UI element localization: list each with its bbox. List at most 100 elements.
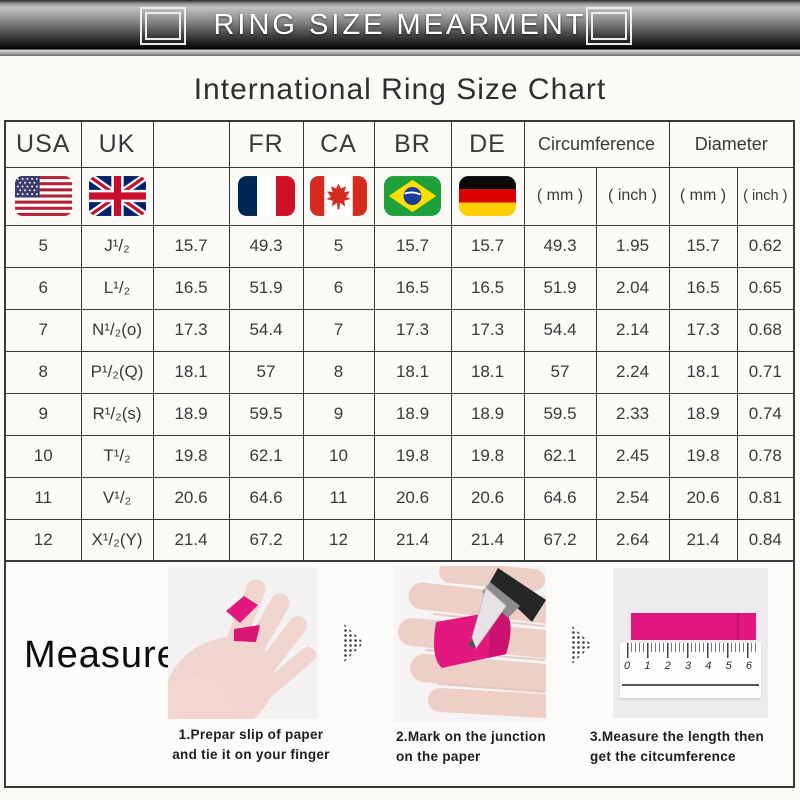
right-arrow-icon [570, 624, 592, 666]
size-cell: 57 [228, 350, 304, 394]
step3-ruler-photo: 0 1 2 3 4 5 6 [613, 568, 768, 718]
size-cell: 1.95 [595, 224, 670, 268]
blank-flag-cell [152, 166, 230, 226]
size-cell: 20.6 [450, 476, 525, 520]
uk-flag-icon [88, 176, 146, 216]
size-cell: J¹/₂ [80, 224, 154, 268]
size-cell: 18.1 [373, 350, 452, 394]
banner: RING SIZE MEARMENT [0, 0, 800, 56]
col-header-blank [152, 120, 230, 168]
col-header-diameter: Diameter [668, 120, 795, 168]
step1-caption: 1.Prepar slip of paper and tie it on you… [146, 725, 356, 766]
size-cell: 54.4 [228, 308, 304, 352]
right-arrow-icon [342, 622, 364, 664]
diameter-mm-header: ( mm ) [668, 166, 738, 226]
table-row: 9 R¹/₂(s) 18.9 59.5 9 18.9 18.9 59.5 2.33 18.9 0.7… [4, 392, 795, 436]
ring-size-table: USA UK FR CA BR DE Circumference Diamete… [4, 120, 796, 562]
size-cell: 18.9 [373, 392, 452, 436]
size-cell: 19.8 [152, 434, 230, 478]
size-cell: 2.24 [595, 350, 670, 394]
step1-caption-line1: 1.Prepar slip of paper [178, 727, 324, 742]
col-header-usa: USA [4, 120, 82, 168]
size-cell: 21.4 [450, 518, 525, 562]
us-flag-cell [4, 166, 82, 226]
size-cell: 21.4 [152, 518, 230, 562]
size-cell: 59.5 [523, 392, 597, 436]
ruler-illustration: 0 1 2 3 4 5 6 [613, 568, 768, 718]
table-row: 6 L¹/₂ 16.5 51.9 6 16.5 16.5 51.9 2.04 16.5 0.65 [4, 266, 795, 310]
size-cell: 11 [302, 476, 375, 520]
size-cell: 15.7 [450, 224, 525, 268]
col-header-circumference: Circumference [523, 120, 670, 168]
size-cell: 15.7 [668, 224, 738, 268]
table-flag-row: ( mm ) ( inch ) ( mm ) ( inch ) [4, 166, 795, 226]
ruler-edge-line [622, 684, 759, 686]
size-cell: 17.3 [152, 308, 230, 352]
size-cell: 17.3 [668, 308, 738, 352]
size-cell: 11 [4, 476, 82, 520]
size-cell: 16.5 [668, 266, 738, 310]
size-cell: 18.9 [668, 392, 738, 436]
fr-flag-cell [228, 166, 304, 226]
table-header-row: USA UK FR CA BR DE Circumference Diamete… [4, 120, 795, 168]
ruler-number: 5 [725, 660, 732, 672]
size-cell: 7 [4, 308, 82, 352]
size-cell: 51.9 [228, 266, 304, 310]
size-cell: 15.7 [373, 224, 452, 268]
size-cell: 8 [302, 350, 375, 394]
size-cell: 51.9 [523, 266, 597, 310]
measure-label: Measure [24, 634, 179, 676]
col-header-uk: UK [80, 120, 154, 168]
size-cell: 0.81 [736, 476, 795, 520]
size-cell: 0.65 [736, 266, 795, 310]
size-cell: 10 [4, 434, 82, 478]
size-cell: 0.74 [736, 392, 795, 436]
us-flag-icon [14, 176, 72, 216]
size-cell: 0.78 [736, 434, 795, 478]
size-cell: 0.62 [736, 224, 795, 268]
size-cell: 20.6 [152, 476, 230, 520]
table-row: 7 N¹/₂(o) 17.3 54.4 7 17.3 17.3 54.4 2.14 17.3 0.6… [4, 308, 795, 352]
size-cell: 18.1 [668, 350, 738, 394]
ca-flag-icon [310, 176, 367, 216]
size-cell: 49.3 [228, 224, 304, 268]
size-cell: 16.5 [373, 266, 452, 310]
size-cell: 18.9 [152, 392, 230, 436]
size-cell: 18.1 [450, 350, 525, 394]
size-cell: L¹/₂ [80, 266, 154, 310]
ruler-number: 4 [705, 660, 712, 672]
step3-caption-line1: 3.Measure the length then [590, 729, 765, 744]
page-title: International Ring Size Chart [193, 73, 607, 106]
banner-frame-icon [140, 7, 186, 45]
size-cell: 9 [302, 392, 375, 436]
size-cell: 2.33 [595, 392, 670, 436]
ruler-number: 0 [624, 660, 631, 672]
size-cell: T¹/₂ [80, 434, 154, 478]
ruler-number: 3 [684, 660, 692, 672]
hand-with-pencil-icon [394, 566, 546, 722]
circumference-mm-header: ( mm ) [523, 166, 597, 226]
size-cell: 62.1 [523, 434, 597, 478]
paper-strip [631, 613, 756, 640]
br-flag-cell [373, 166, 452, 226]
br-flag-icon [384, 176, 441, 216]
size-cell: 19.8 [450, 434, 525, 478]
step2-caption-line1: 2.Mark on the junction [396, 729, 546, 744]
size-cell: 15.7 [152, 224, 230, 268]
size-cell: 64.6 [523, 476, 597, 520]
size-cell: 67.2 [228, 518, 304, 562]
ruler: 0 1 2 3 4 5 6 [620, 643, 761, 698]
step2-caption-line2: on the paper [396, 749, 481, 765]
size-cell: 54.4 [523, 308, 597, 352]
size-cell: 0.68 [736, 308, 795, 352]
col-header-ca: CA [302, 120, 375, 168]
de-flag-cell [450, 166, 525, 226]
table-row: 11 V¹/₂ 20.6 64.6 11 20.6 20.6 64.6 2.54 20.6 0.81 [4, 476, 795, 520]
size-cell: 64.6 [228, 476, 304, 520]
ruler-major-ticks [627, 643, 756, 658]
col-header-fr: FR [228, 120, 304, 168]
step1-caption-line2: and tie it on your finger [172, 747, 330, 763]
size-cell: N¹/₂(o) [80, 308, 154, 352]
size-cell: 18.9 [450, 392, 525, 436]
size-cell: X¹/₂(Y) [80, 518, 154, 562]
